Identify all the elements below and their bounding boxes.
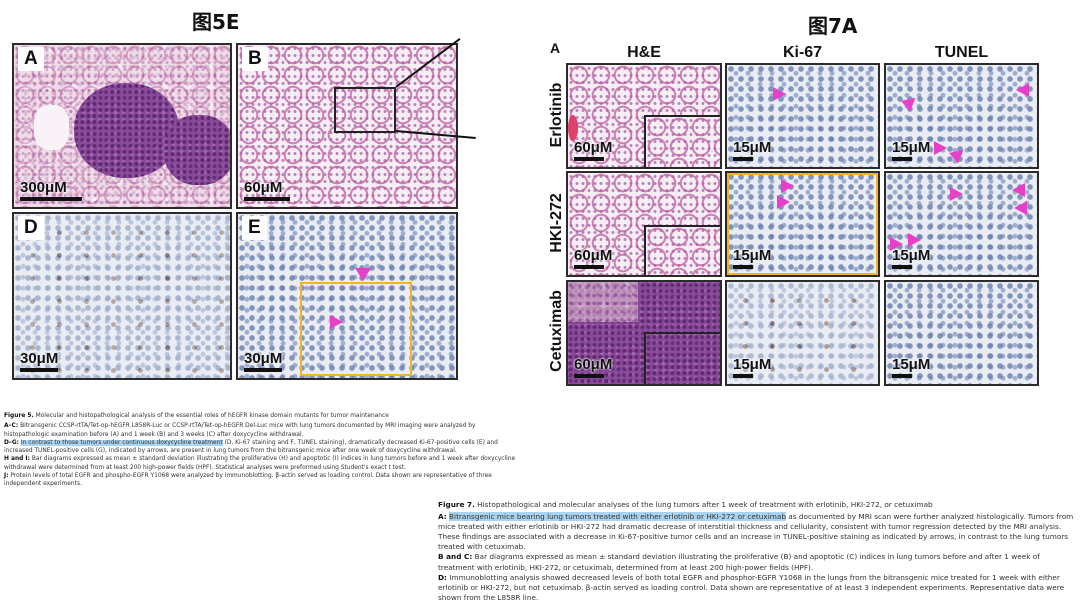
arrow-marker (1012, 183, 1025, 197)
scale-bar: 15μM (733, 139, 771, 161)
highlighted-text: In contrast to those tumors under contin… (20, 439, 223, 446)
arrow-marker (949, 144, 968, 164)
highlighted-text: Bitransgenic mice bearing lung tumors tr… (449, 512, 786, 522)
fig5-panel-b: B 60μM (236, 43, 458, 209)
panel-letter: B (242, 47, 268, 71)
column-header-ki67: Ki-67 (782, 44, 823, 61)
zoom-box (334, 87, 396, 133)
arrow-marker (781, 179, 794, 193)
fig7-cetuximab-ki67: 15μM (725, 280, 880, 386)
panel-letter: E (242, 216, 267, 240)
arrow-marker (330, 315, 343, 329)
fig7-erlotinib-he: 60μM (566, 63, 722, 169)
arrow-marker (908, 233, 921, 247)
column-header-he: H&E (627, 44, 661, 61)
arrow-marker (901, 92, 920, 112)
figure-5e-title: 图5E (192, 10, 240, 34)
scale-bar: 60μM (574, 139, 612, 161)
fig5-panel-e: E 30μM (236, 212, 458, 380)
fig5-panel-a: A 300μM (12, 43, 232, 209)
scale-bar: 300μM (20, 179, 82, 201)
scale-bar: 60μM (574, 247, 612, 269)
scale-bar: 15μM (733, 356, 771, 378)
scale-bar: 60μM (574, 356, 612, 378)
arrow-marker (773, 87, 786, 101)
arrow-marker (934, 141, 947, 155)
figure-7a-title: 图7A (808, 14, 858, 38)
panel-letter: D (18, 216, 44, 240)
figure-7-panel-letter: A (550, 40, 561, 56)
arrow-marker (890, 237, 903, 251)
row-header-erlotinib: Erlotinib (548, 82, 565, 148)
row-header-cetuximab: Cetuximab (548, 290, 565, 372)
scale-bar: 15μM (733, 247, 771, 269)
scale-bar: 15μM (892, 247, 930, 269)
arrow-marker (1014, 201, 1027, 215)
fig5-panel-d: D 30μM (12, 212, 232, 380)
inset-image (644, 225, 720, 275)
fig7-hki272-tunel: 15μM (884, 171, 1039, 277)
fig7-cetuximab-tunel: 15μM (884, 280, 1039, 386)
row-header-hki272: HKI-272 (548, 193, 565, 253)
fig7-erlotinib-tunel: 15μM (884, 63, 1039, 169)
scale-bar: 60μM (244, 179, 290, 201)
fig7-hki272-ki67: 15μM (725, 171, 880, 277)
arrow-marker (777, 195, 790, 209)
fig7-erlotinib-ki67: 15μM (725, 63, 880, 169)
arrow-marker (1016, 83, 1029, 97)
fig7-hki272-he: 60μM (566, 171, 722, 277)
scale-bar: 30μM (244, 350, 282, 372)
scale-bar: 30μM (20, 350, 58, 372)
column-header-tunel: TUNEL (934, 44, 989, 61)
arrow-marker (355, 268, 371, 281)
inset-image (644, 332, 720, 384)
fig7-cetuximab-he: 60μM (566, 280, 722, 386)
scale-bar: 15μM (892, 139, 930, 161)
panel-letter: A (18, 47, 44, 71)
inset-image (644, 115, 720, 167)
figure-5-caption: Figure 5. Molecular and histopathologica… (4, 413, 516, 488)
figure-7-caption: Figure 7. Histopathological and molecula… (438, 500, 1074, 602)
scale-bar: 15μM (892, 356, 930, 378)
region-of-interest (300, 282, 412, 376)
arrow-marker (950, 187, 963, 201)
region-of-interest (727, 173, 878, 275)
